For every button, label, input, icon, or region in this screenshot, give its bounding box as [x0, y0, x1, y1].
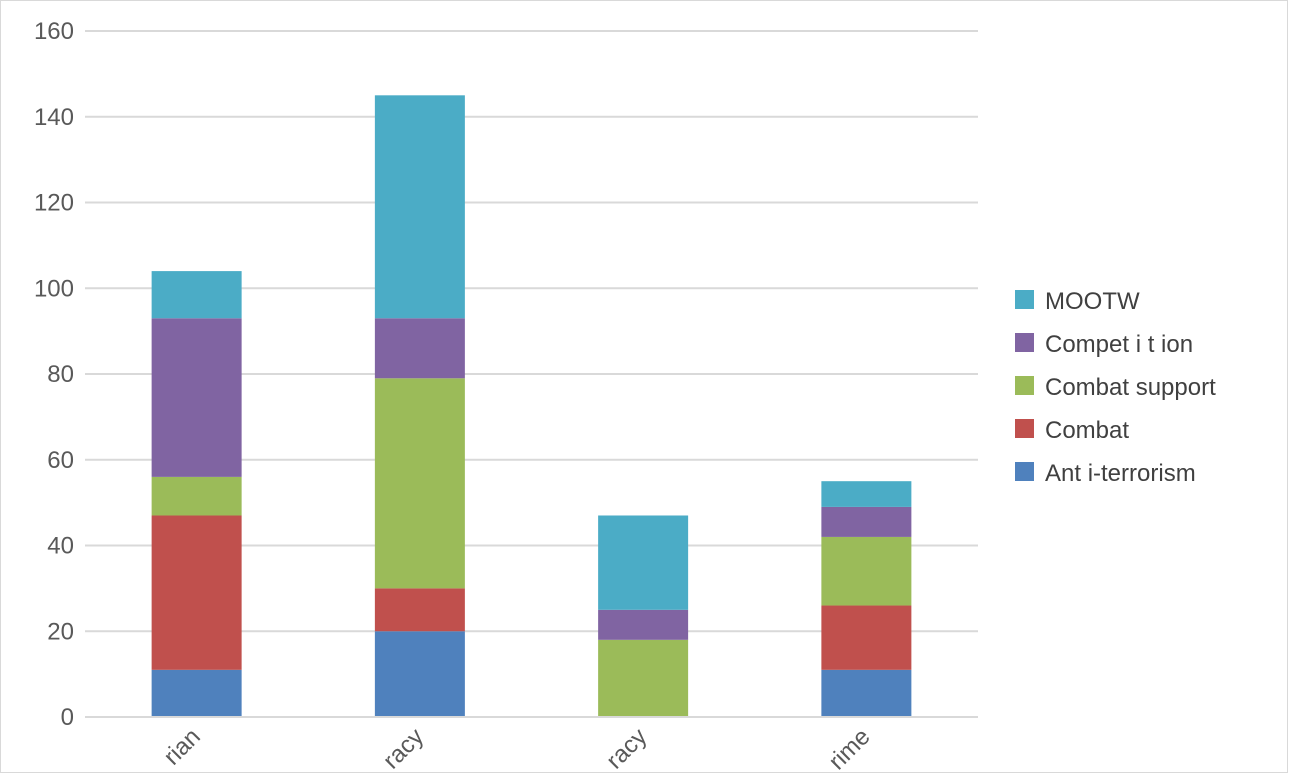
y-axis-tick-labels: 0 20 40 60 80 100 120 140 160: [34, 18, 74, 731]
legend-label: Ant i-terrorism: [1045, 460, 1196, 487]
bar-segment-mootw: [821, 481, 912, 507]
bar-segment-compet-i-t-ion: [151, 318, 242, 477]
bar-segment-combat: [374, 588, 465, 632]
bar-segment-mootw: [374, 95, 465, 319]
bar-segment-compet-i-t-ion: [598, 609, 689, 640]
legend-label: Combat: [1045, 417, 1129, 444]
y-tick-label: 40: [47, 533, 74, 560]
legend-label: Compet i t ion: [1045, 331, 1193, 358]
bar-segment-combat: [821, 605, 912, 670]
y-tick-label: 120: [34, 190, 74, 217]
bar-segment-combat: [151, 515, 242, 670]
y-tick-label: 100: [34, 275, 74, 302]
bar-segment-compet-i-t-ion: [374, 318, 465, 379]
legend-label: MOOTW: [1045, 288, 1140, 315]
bar-segment-ant-i-terrorism: [374, 631, 465, 717]
legend: MOOTW Compet i t ion Combat support Combat A…: [1015, 288, 1216, 487]
y-tick-label: 160: [34, 18, 74, 45]
x-category-label: rian: [158, 723, 205, 770]
bar-segment-combat-support: [821, 536, 912, 606]
y-tick-label: 0: [61, 704, 74, 731]
bars: [151, 95, 912, 717]
y-tick-label: 140: [34, 104, 74, 131]
x-category-label: racy: [378, 723, 429, 774]
bar-segment-mootw: [598, 515, 689, 610]
x-category-label: rime: [824, 723, 876, 775]
legend-swatch: [1015, 462, 1034, 481]
bar-segment-combat-support: [598, 639, 689, 717]
bar-segment-ant-i-terrorism: [151, 669, 242, 717]
y-tick-label: 60: [47, 447, 74, 474]
legend-swatch: [1015, 376, 1034, 395]
bar-segment-mootw: [151, 271, 242, 319]
bar-segment-ant-i-terrorism: [821, 669, 912, 717]
y-tick-label: 20: [47, 618, 74, 645]
legend-swatch: [1015, 290, 1034, 309]
x-axis-category-labels: rian racy racy rime: [158, 723, 875, 775]
legend-swatch: [1015, 333, 1034, 352]
legend-swatch: [1015, 419, 1034, 438]
legend-label: Combat support: [1045, 374, 1216, 401]
bar-segment-compet-i-t-ion: [821, 506, 912, 537]
bar-segment-combat-support: [374, 378, 465, 589]
bar-segment-combat-support: [151, 476, 242, 516]
y-tick-label: 80: [47, 361, 74, 388]
x-category-label: racy: [601, 723, 652, 774]
